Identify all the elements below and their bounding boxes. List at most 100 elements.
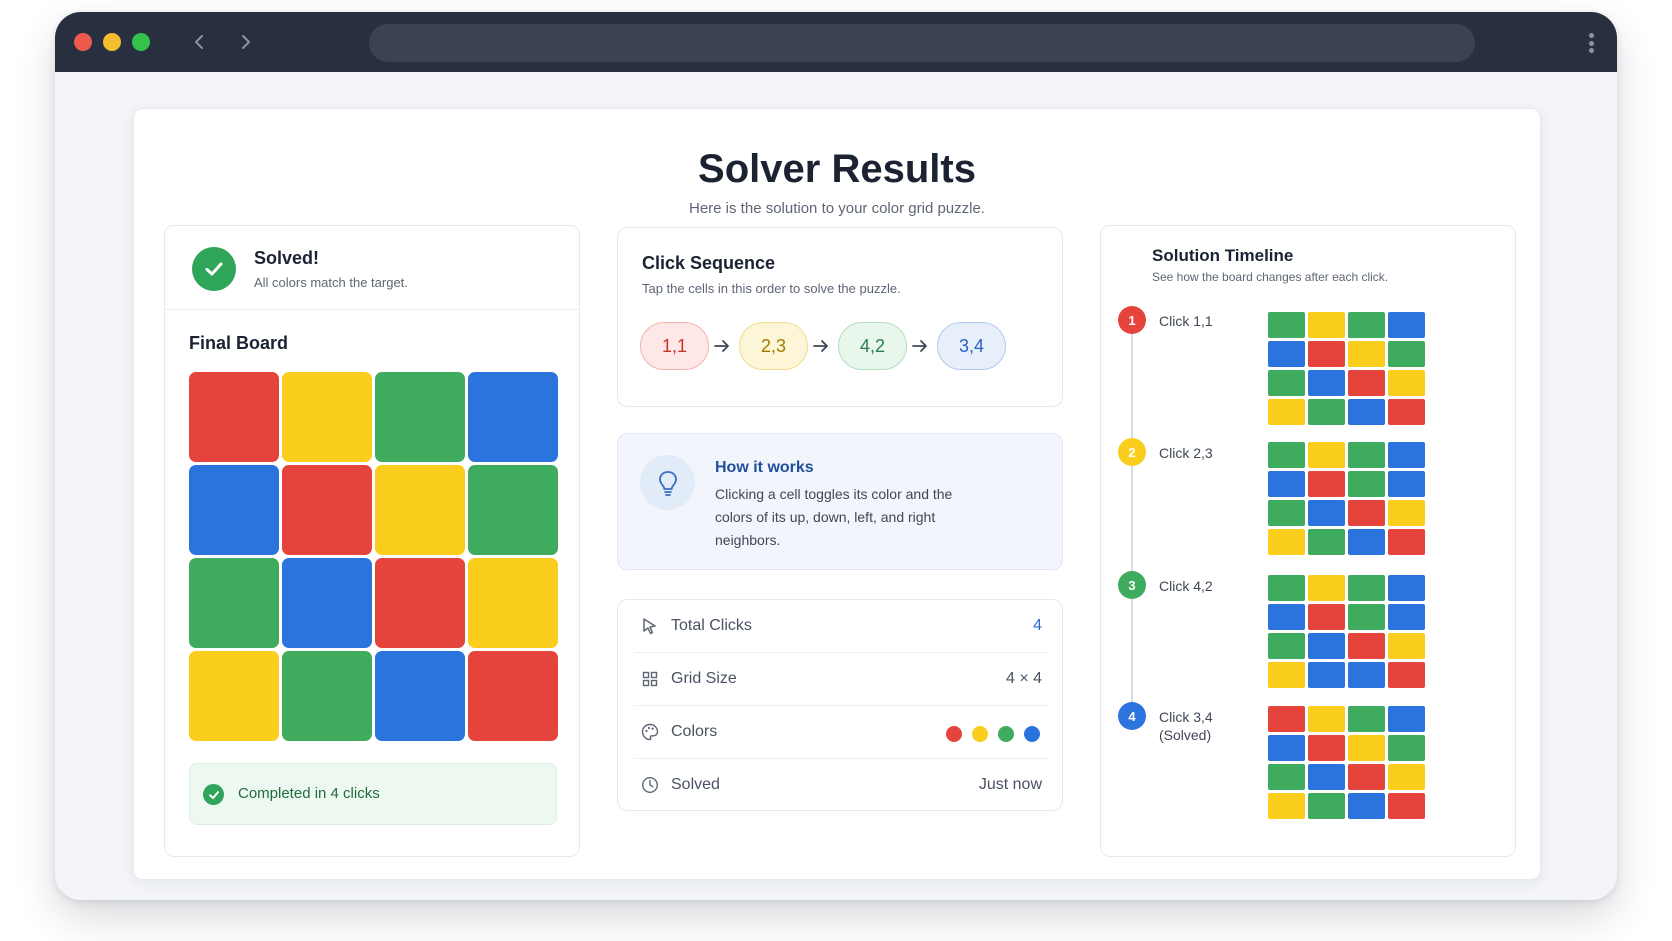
menu-dot-icon — [1588, 48, 1594, 53]
stat-solved: Solved Just now — [634, 759, 1048, 812]
grid-cell-4-2-green[interactable] — [282, 651, 372, 741]
stat-value: 4 — [1033, 617, 1042, 634]
grid-cell-4-4-red — [1388, 399, 1425, 425]
sequence-step-1[interactable]: 1,1 — [640, 322, 709, 370]
grid-cell-2-2-red[interactable] — [282, 465, 372, 555]
grid-cell-1-2-yellow[interactable] — [282, 372, 372, 462]
back-button[interactable] — [187, 28, 213, 56]
grid-cell-1-4-blue[interactable] — [468, 372, 558, 462]
timeline-subtitle: See how the board changes after each cli… — [1152, 270, 1389, 284]
grid-cell-4-4-red[interactable] — [468, 651, 558, 741]
grid-cell-4-3-blue — [1348, 662, 1385, 688]
grid-cell-4-2-blue — [1308, 662, 1345, 688]
grid-cell-2-3-green — [1348, 471, 1385, 497]
menu-dot-icon — [1588, 33, 1594, 38]
arrow-right-icon — [811, 334, 831, 358]
timeline-step-label: Click 4,2 — [1159, 578, 1213, 594]
address-bar[interactable] — [369, 24, 1475, 62]
completed-text: Completed in 4 clicks — [238, 785, 380, 802]
grid-cell-3-3-red — [1348, 500, 1385, 526]
grid-cell-1-4-blue — [1388, 575, 1425, 601]
stats-panel: Total Clicks 4 Grid Size 4 × 4 Colors — [617, 599, 1063, 811]
timeline-step-number: 2 — [1118, 438, 1146, 466]
grid-cell-3-3-red — [1348, 764, 1385, 790]
grid-cell-4-3-blue[interactable] — [375, 651, 465, 741]
grid-cell-4-1-yellow — [1268, 399, 1305, 425]
grid-cell-1-3-green — [1348, 575, 1385, 601]
grid-cell-1-1-red[interactable] — [189, 372, 279, 462]
how-it-works-panel: How it works Clicking a cell toggles its… — [617, 433, 1063, 570]
grid-cell-4-4-red — [1388, 793, 1425, 819]
stat-total-clicks: Total Clicks 4 — [634, 600, 1048, 653]
grid-cell-2-1-blue — [1268, 735, 1305, 761]
timeline-step-label: Click 2,3 — [1159, 445, 1213, 461]
check-circle-icon — [203, 784, 224, 805]
grid-cell-3-1-green[interactable] — [189, 558, 279, 648]
browser-menu-button[interactable] — [1581, 30, 1601, 56]
sequence-step-3[interactable]: 4,2 — [838, 322, 907, 370]
grid-cell-2-4-blue — [1388, 471, 1425, 497]
grid-cell-2-1-blue — [1268, 341, 1305, 367]
grid-cell-3-2-blue — [1308, 764, 1345, 790]
color-swatch-green — [998, 726, 1014, 742]
grid-cell-4-1-yellow[interactable] — [189, 651, 279, 741]
browser-titlebar — [55, 12, 1617, 72]
maximize-window-button[interactable] — [132, 33, 150, 51]
timeline-board — [1268, 575, 1426, 689]
click-sequence-subtitle: Tap the cells in this order to solve the… — [642, 281, 901, 296]
grid-cell-3-2-blue[interactable] — [282, 558, 372, 648]
grid-cell-3-3-red[interactable] — [375, 558, 465, 648]
grid-cell-3-3-red — [1348, 633, 1385, 659]
grid-cell-1-3-green[interactable] — [375, 372, 465, 462]
chevron-left-icon — [195, 35, 203, 49]
color-swatch-yellow — [972, 726, 988, 742]
grid-cell-1-1-green — [1268, 575, 1305, 601]
stat-label: Total Clicks — [671, 617, 752, 634]
close-window-button[interactable] — [74, 33, 92, 51]
grid-cell-1-3-green — [1348, 312, 1385, 338]
solved-header: Solved! All colors match the target. — [165, 226, 579, 310]
grid-icon — [640, 669, 660, 689]
timeline-step-number: 3 — [1118, 571, 1146, 599]
sequence-step-4[interactable]: 3,4 — [937, 322, 1006, 370]
grid-cell-1-3-green — [1348, 442, 1385, 468]
check-circle-icon — [192, 247, 236, 291]
arrow-right-icon — [712, 334, 732, 358]
page-title: Solver Results — [698, 147, 976, 191]
stat-label: Solved — [671, 776, 720, 793]
grid-cell-3-4-yellow[interactable] — [468, 558, 558, 648]
grid-cell-4-2-green — [1308, 529, 1345, 555]
grid-cell-2-1-blue[interactable] — [189, 465, 279, 555]
page-subtitle: Here is the solution to your color grid … — [689, 200, 985, 217]
grid-cell-4-3-blue — [1348, 529, 1385, 555]
grid-cell-3-1-green — [1268, 764, 1305, 790]
grid-cell-2-2-red — [1308, 471, 1345, 497]
grid-cell-1-1-green — [1268, 442, 1305, 468]
sequence-step-2[interactable]: 2,3 — [739, 322, 808, 370]
grid-cell-3-1-green — [1268, 500, 1305, 526]
grid-cell-3-2-blue — [1308, 500, 1345, 526]
grid-cell-1-2-yellow — [1308, 442, 1345, 468]
minimize-window-button[interactable] — [103, 33, 121, 51]
stat-value: Just now — [978, 776, 1042, 793]
grid-cell-2-3-yellow[interactable] — [375, 465, 465, 555]
grid-cell-1-1-red — [1268, 706, 1305, 732]
how-it-works-title: How it works — [715, 459, 814, 476]
grid-cell-2-2-red — [1308, 604, 1345, 630]
how-it-works-text: Clicking a cell toggles its color and th… — [715, 486, 953, 548]
final-board-grid — [189, 372, 558, 741]
grid-cell-3-2-blue — [1308, 633, 1345, 659]
timeline-title: Solution Timeline — [1152, 246, 1294, 265]
timeline-board — [1268, 442, 1426, 556]
grid-cell-2-3-green — [1348, 604, 1385, 630]
grid-cell-2-4-green[interactable] — [468, 465, 558, 555]
grid-cell-4-2-green — [1308, 793, 1345, 819]
grid-cell-3-4-yellow — [1388, 370, 1425, 396]
grid-cell-2-2-red — [1308, 341, 1345, 367]
grid-cell-4-1-yellow — [1268, 793, 1305, 819]
forward-button[interactable] — [232, 28, 258, 56]
grid-cell-2-4-blue — [1388, 604, 1425, 630]
grid-cell-2-2-red — [1308, 735, 1345, 761]
timeline-step-number: 1 — [1118, 306, 1146, 334]
cursor-icon — [640, 616, 660, 636]
